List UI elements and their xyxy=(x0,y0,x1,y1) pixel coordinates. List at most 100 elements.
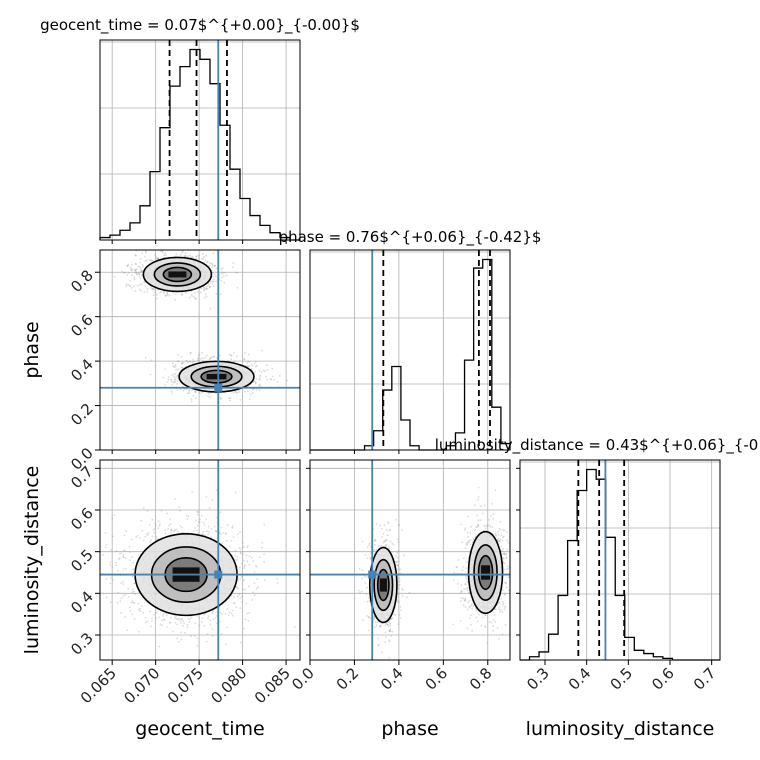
sample-point xyxy=(209,285,211,288)
sample-point xyxy=(244,618,247,621)
sample-point xyxy=(134,593,137,596)
sample-point xyxy=(237,588,240,590)
sample-point xyxy=(198,617,201,619)
sample-point xyxy=(464,583,467,586)
sample-point xyxy=(231,525,234,528)
sample-point xyxy=(391,630,394,633)
sample-point xyxy=(373,539,376,541)
sample-point xyxy=(155,617,157,619)
sample-point xyxy=(211,282,214,285)
sample-point xyxy=(142,611,145,614)
sample-point xyxy=(146,509,149,512)
sample-point xyxy=(143,281,146,284)
sample-point xyxy=(182,624,184,627)
sample-point xyxy=(276,381,279,383)
sample-point xyxy=(226,524,229,526)
sample-point xyxy=(276,578,278,580)
sample-point xyxy=(249,393,252,395)
sample-point xyxy=(176,382,179,385)
sample-point xyxy=(215,530,217,533)
sample-point xyxy=(379,625,382,628)
sample-point xyxy=(171,392,174,395)
sample-point xyxy=(141,283,144,286)
sample-point xyxy=(190,616,193,619)
sample-point xyxy=(143,255,146,258)
sample-point xyxy=(212,252,215,255)
sample-point xyxy=(206,260,209,263)
sample-point xyxy=(188,388,191,391)
sample-point xyxy=(253,594,256,597)
sample-point xyxy=(115,564,118,567)
sample-point xyxy=(129,606,131,609)
sample-point xyxy=(189,360,191,363)
sample-point xyxy=(127,595,130,598)
sample-point xyxy=(389,622,391,625)
sample-point xyxy=(162,613,165,615)
sample-point xyxy=(146,534,149,537)
sample-point xyxy=(233,596,235,598)
sample-point xyxy=(476,514,479,517)
sample-point xyxy=(184,254,187,257)
sample-point xyxy=(358,568,361,570)
sample-point xyxy=(245,554,248,557)
sample-point xyxy=(382,533,385,535)
sample-point xyxy=(172,362,174,365)
sample-point xyxy=(201,391,204,394)
sample-point xyxy=(157,257,160,260)
sample-point xyxy=(130,538,133,541)
sample-point xyxy=(177,360,180,363)
sample-point xyxy=(250,368,253,370)
sample-point xyxy=(222,531,225,534)
sample-point xyxy=(113,514,116,517)
sample-point xyxy=(492,629,495,632)
sample-point xyxy=(181,526,184,529)
sample-point xyxy=(139,257,142,260)
sample-point xyxy=(232,609,234,612)
sample-point xyxy=(157,257,159,260)
sample-point xyxy=(153,289,156,291)
sample-point xyxy=(110,548,112,551)
sample-point xyxy=(203,256,205,258)
sample-point xyxy=(187,618,190,620)
sample-point xyxy=(109,564,112,566)
sample-point xyxy=(194,297,197,300)
sample-point xyxy=(120,582,122,584)
sample-point xyxy=(396,538,399,541)
sample-point xyxy=(357,589,360,592)
sample-point xyxy=(209,623,212,626)
sample-point xyxy=(174,498,177,500)
sample-point xyxy=(195,519,198,522)
sample-point xyxy=(218,354,221,357)
sample-point xyxy=(254,381,257,384)
sample-point xyxy=(150,259,153,262)
sample-point xyxy=(238,391,241,393)
sample-point xyxy=(381,651,384,654)
sample-point xyxy=(197,357,199,360)
sample-point xyxy=(386,623,389,626)
sample-point xyxy=(368,542,371,545)
sample-point xyxy=(140,605,143,607)
sample-point xyxy=(397,587,400,590)
sample-point xyxy=(377,643,380,646)
sample-point xyxy=(387,545,390,548)
sample-point xyxy=(498,637,500,640)
sample-point xyxy=(144,285,147,288)
sample-point xyxy=(154,524,157,527)
sample-point xyxy=(159,623,162,626)
sample-point xyxy=(203,288,205,291)
sample-point xyxy=(259,376,261,379)
sample-point xyxy=(105,577,108,580)
sample-point xyxy=(397,623,400,625)
sample-point xyxy=(253,582,256,585)
sample-point xyxy=(155,611,158,614)
sample-point xyxy=(197,521,200,523)
sample-point xyxy=(168,621,171,624)
sample-point xyxy=(497,534,500,536)
sample-point xyxy=(200,620,203,623)
sample-point xyxy=(198,257,201,260)
sample-point xyxy=(133,582,136,585)
sample-point xyxy=(190,635,193,638)
sample-point xyxy=(271,367,274,370)
sample-point xyxy=(385,528,388,531)
